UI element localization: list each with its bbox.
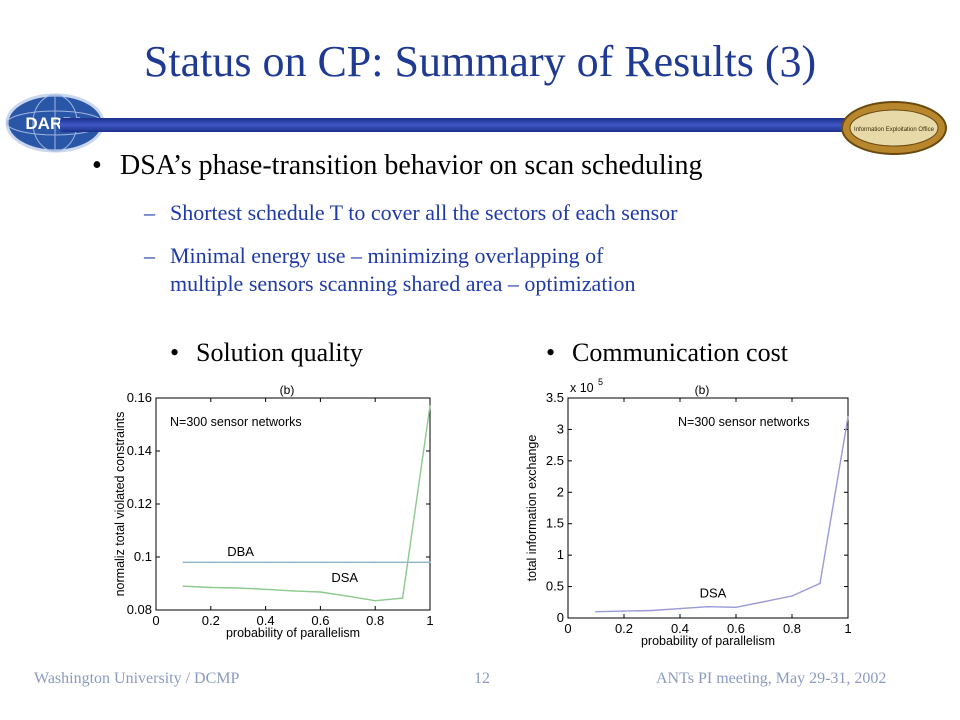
data-point xyxy=(429,405,431,407)
x-tick-label: 0.4 xyxy=(671,621,689,636)
title-rule xyxy=(60,118,860,132)
sub-bullet-1-text: Shortest schedule T to cover all the sec… xyxy=(170,200,678,225)
y-axis-label: normaliz total violated constraints xyxy=(113,412,127,597)
data-point xyxy=(819,582,821,585)
data-point xyxy=(374,599,377,602)
x-tick-label: 0.2 xyxy=(202,613,220,628)
data-point xyxy=(237,587,239,589)
x-tick-label: 0 xyxy=(152,613,159,628)
chart-title: (b) xyxy=(280,383,295,397)
data-point xyxy=(210,586,212,589)
data-point xyxy=(791,595,793,597)
data-point xyxy=(401,597,404,599)
dash-marker: – xyxy=(144,200,155,225)
series-line-dsa xyxy=(183,405,431,602)
y-tick-label: 3.5 xyxy=(546,390,564,405)
data-point xyxy=(707,605,709,608)
data-point xyxy=(237,561,239,564)
data-point xyxy=(319,561,322,564)
slide-title: Status on CP: Summary of Results (3) xyxy=(143,37,817,86)
ixo-logo: Information Exploitation Office xyxy=(841,101,947,155)
x-tick-label: 0.8 xyxy=(366,613,384,628)
y-tick-label: 0.08 xyxy=(127,602,152,617)
x-tick-label: 1 xyxy=(844,621,851,636)
data-point xyxy=(763,600,765,603)
y-tick-label: 1 xyxy=(557,547,564,562)
x-tick-label: 0.8 xyxy=(783,621,801,636)
plot-area xyxy=(155,397,431,611)
data-point xyxy=(347,561,349,564)
data-point xyxy=(374,561,377,564)
x-tick-label: 0.4 xyxy=(257,613,275,628)
x-axis-label: probability of parallelism xyxy=(641,634,775,648)
sub-bullet-1: – Shortest schedule T to cover all the se… xyxy=(144,200,677,226)
x-tick-label: 1 xyxy=(426,613,433,628)
data-point xyxy=(264,588,267,591)
solution-quality-chart: 0 0.2 0.4 0.6 0.8 1 0.08 0.1 0.12 0.14 0.16 DBA DSA (… xyxy=(113,383,434,640)
bullet-marker: • xyxy=(546,338,556,367)
series-label-dba: DBA xyxy=(227,544,254,559)
y-tick-label: 0.16 xyxy=(127,390,152,405)
data-point xyxy=(651,609,653,612)
x-tick-label: 0 xyxy=(564,621,571,636)
chart-title: (b) xyxy=(695,383,710,397)
chart-annotation: N=300 sensor networks xyxy=(678,415,810,429)
scale-label: x 10 xyxy=(570,381,594,395)
series-line-dsa xyxy=(595,416,849,613)
data-point xyxy=(319,591,322,593)
series-label-dsa: DSA xyxy=(331,570,358,585)
data-point xyxy=(182,585,185,587)
data-point xyxy=(679,607,681,610)
data-point xyxy=(623,610,625,612)
main-bullet-text: DSA’s phase-transition behavior on scan … xyxy=(120,150,703,181)
series-label-dsa: DSA xyxy=(700,585,727,600)
sub-bullet-2: – Minimal energy use – minimizing overlap… xyxy=(144,242,636,298)
data-point xyxy=(182,561,185,564)
data-point xyxy=(347,595,349,598)
ixo-logo-text: Information Exploitation Office xyxy=(854,127,935,133)
footer-right: ANTs PI meeting, May 29-31, 2002 xyxy=(656,670,887,687)
y-tick-label: 1.5 xyxy=(546,516,564,531)
data-point xyxy=(401,561,404,564)
data-point xyxy=(292,590,294,592)
y-tick-label: 0.12 xyxy=(127,496,152,511)
data-point xyxy=(292,561,294,564)
footer-left: Washington University / DCMP xyxy=(34,670,240,687)
x-tick-label: 0.2 xyxy=(615,621,633,636)
data-point xyxy=(847,416,849,418)
y-axis-label: total information exchange xyxy=(525,435,539,582)
y-tick-label: 0.1 xyxy=(134,549,152,564)
scale-exponent: 5 xyxy=(598,378,603,387)
data-point xyxy=(595,610,597,613)
y-tick-label: 3 xyxy=(557,421,564,436)
chart2-label-text: Communication cost xyxy=(572,338,788,367)
bullet-marker: • xyxy=(92,150,102,181)
chart2-label: • Communication cost xyxy=(546,338,788,368)
y-tick-label: 0.14 xyxy=(127,443,152,458)
communication-cost-chart: 0 0.2 0.4 0.6 0.8 1 0 0.5 1 1.5 2 2.5 3 3.5 DSA (b) N=30… xyxy=(525,378,852,648)
y-tick-label: 2.5 xyxy=(546,453,564,468)
footer-page-number: 12 xyxy=(474,670,490,687)
y-tick-label: 0 xyxy=(557,610,564,625)
data-point xyxy=(210,561,212,564)
x-tick-label: 0.6 xyxy=(727,621,745,636)
sub-bullet-2-line1: Minimal energy use – minimizing overlapp… xyxy=(170,243,604,268)
plot-area xyxy=(567,397,849,619)
main-bullet: • DSA’s phase-transition behavior on scan… xyxy=(92,150,702,182)
x-axis-label: probability of parallelism xyxy=(226,626,360,640)
chart1-label-text: Solution quality xyxy=(196,338,363,367)
chart-annotation: N=300 sensor networks xyxy=(170,415,302,429)
sub-bullet-2-line2: multiple sensors scanning shared area – … xyxy=(170,271,636,296)
chart1-label: • Solution quality xyxy=(170,338,363,368)
y-tick-label: 2 xyxy=(557,484,564,499)
bullet-marker: • xyxy=(170,338,180,367)
data-point xyxy=(429,561,431,564)
y-tick-label: 0.5 xyxy=(546,579,564,594)
data-point xyxy=(735,606,737,609)
dash-marker: – xyxy=(144,243,155,268)
data-point xyxy=(264,561,267,564)
x-tick-label: 0.6 xyxy=(311,613,329,628)
